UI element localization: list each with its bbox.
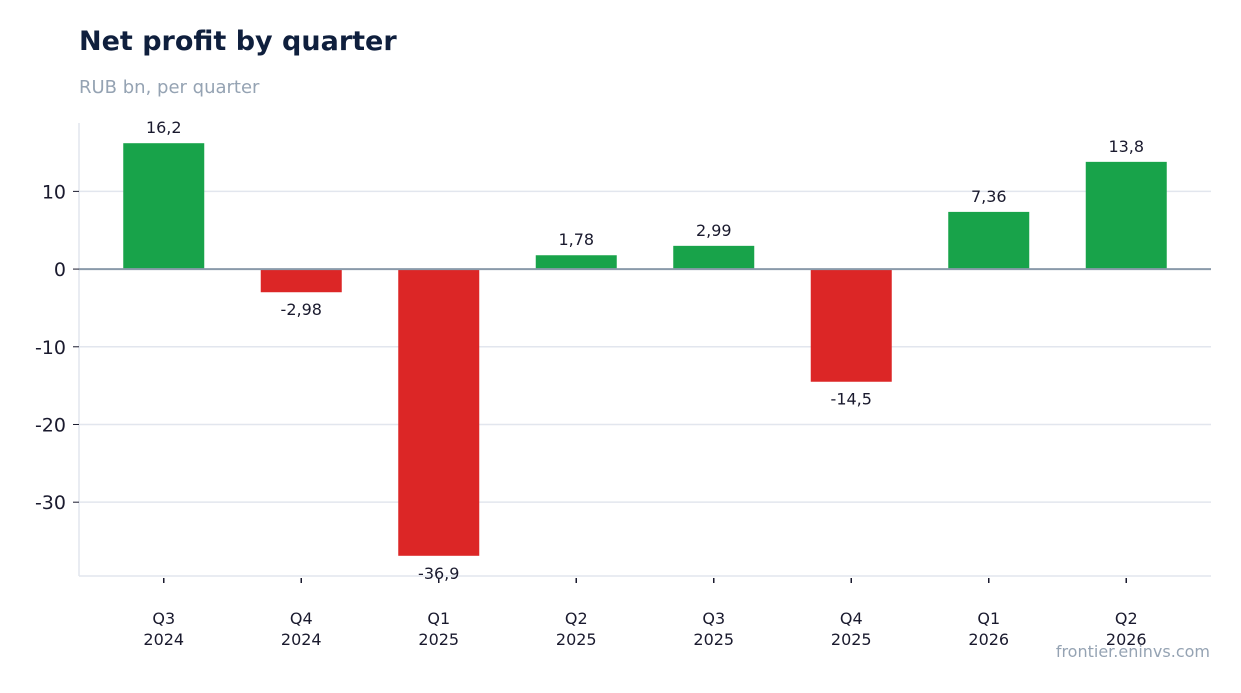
data-label: -2,98 [281, 300, 322, 319]
bar [398, 269, 480, 556]
y-tick-label: 10 [42, 181, 66, 203]
data-label: 2,99 [696, 221, 732, 240]
data-label: -14,5 [831, 390, 872, 409]
data-label: 16,2 [146, 118, 182, 137]
bar [948, 211, 1030, 270]
bar [1085, 161, 1167, 270]
x-tick-label: Q2 2026 [1106, 609, 1147, 649]
chart-title: Net profit by quarter [79, 26, 397, 57]
x-tick-label: Q4 2025 [831, 609, 872, 649]
x-tick-label: Q2 2025 [556, 609, 597, 649]
bar [810, 269, 892, 382]
x-tick-label: Q1 2026 [968, 609, 1009, 649]
x-tick-label: Q4 2024 [281, 609, 322, 649]
source-credit: frontier.eninvs.com [1055, 642, 1210, 661]
y-tick-label: -10 [35, 337, 66, 359]
y-tick-label: 0 [54, 259, 66, 281]
bar [535, 255, 617, 270]
chart-subtitle: RUB bn, per quarter [79, 77, 260, 98]
bar [260, 269, 342, 293]
y-tick-label: -20 [35, 414, 66, 436]
data-label: 13,8 [1108, 137, 1144, 156]
bar [673, 245, 755, 270]
data-label: 1,78 [558, 230, 594, 249]
data-label: -36,9 [418, 564, 459, 583]
x-tick-label: Q3 2024 [143, 609, 184, 649]
bar [123, 143, 205, 270]
x-tick-label: Q1 2025 [418, 609, 459, 649]
y-tick-label: -30 [35, 492, 66, 514]
x-tick-label: Q3 2025 [693, 609, 734, 649]
data-label: 7,36 [971, 187, 1007, 206]
